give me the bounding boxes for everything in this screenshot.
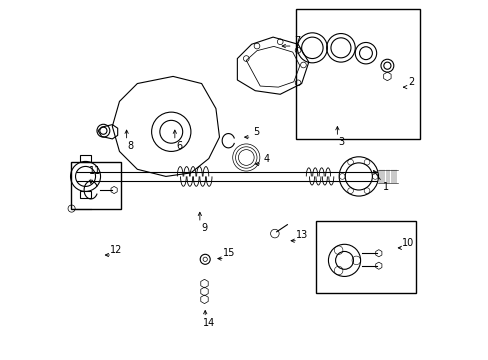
Bar — [296, 9, 419, 139]
Text: 10: 10 — [401, 238, 413, 248]
Text: 2: 2 — [407, 77, 414, 87]
Text: 5: 5 — [252, 127, 259, 137]
Bar — [315, 221, 415, 293]
Text: 8: 8 — [127, 141, 134, 151]
Bar — [80, 191, 91, 198]
Text: 1: 1 — [383, 182, 388, 192]
Bar — [71, 162, 121, 208]
Text: 14: 14 — [203, 318, 215, 328]
Text: 12: 12 — [110, 245, 122, 255]
Text: 4: 4 — [263, 154, 269, 163]
Text: 7: 7 — [293, 36, 300, 46]
Text: 3: 3 — [338, 138, 344, 148]
Text: 15: 15 — [223, 248, 235, 258]
Text: 9: 9 — [201, 223, 207, 233]
Text: 11: 11 — [89, 166, 101, 176]
Bar — [80, 155, 91, 162]
Text: 6: 6 — [176, 141, 182, 151]
Text: 13: 13 — [296, 230, 308, 240]
